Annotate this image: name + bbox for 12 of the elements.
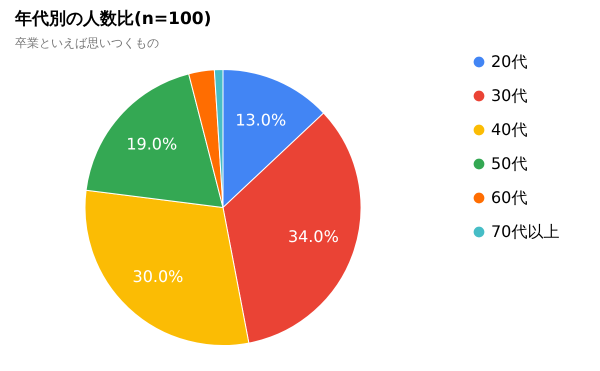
legend-label: 40代 (491, 120, 528, 139)
chart-subtitle: 卒業といえば思いつくもの (15, 36, 159, 50)
data-label: 30.0% (132, 266, 184, 286)
legend-label: 60代 (491, 188, 528, 207)
legend-label: 30代 (491, 86, 528, 105)
data-label: 13.0% (235, 110, 286, 130)
chart-title: 年代別の人数比(n=100) (14, 9, 212, 29)
legend-label: 50代 (491, 154, 528, 173)
legend-label: 70代以上 (491, 222, 560, 241)
data-label: 34.0% (288, 226, 339, 246)
data-label: 19.0% (126, 134, 178, 154)
legend-label: 20代 (491, 52, 528, 71)
